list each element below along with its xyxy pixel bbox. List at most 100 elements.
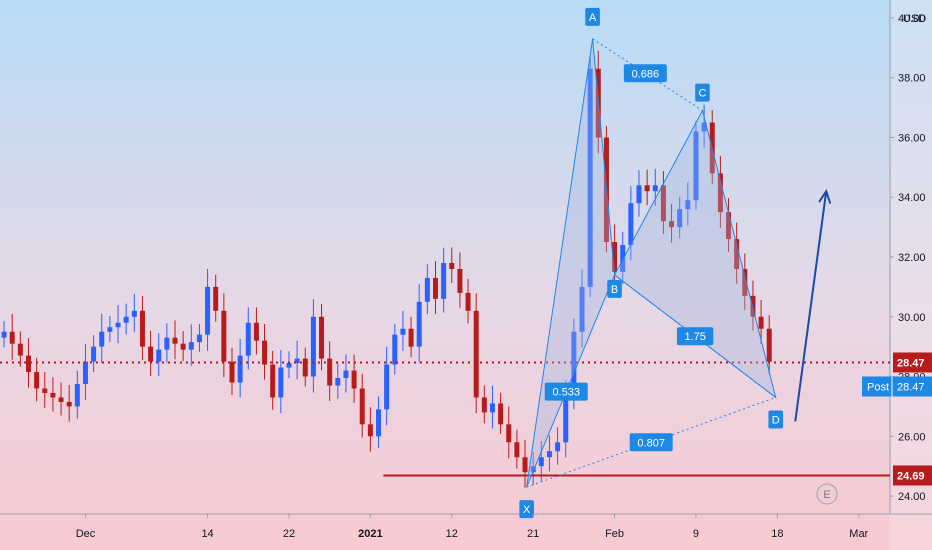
candle-body[interactable] — [17, 343, 23, 356]
candle-body[interactable] — [392, 334, 398, 365]
candle-body[interactable] — [489, 403, 495, 413]
ratio-xad-label-box[interactable] — [629, 433, 673, 452]
candle-body[interactable] — [335, 378, 341, 386]
candle-body[interactable] — [172, 337, 178, 344]
candle-body[interactable] — [441, 262, 447, 299]
candle-body[interactable] — [351, 370, 357, 389]
candle-body[interactable] — [25, 355, 31, 373]
candle-body[interactable] — [620, 245, 626, 272]
candle-body[interactable] — [50, 392, 56, 398]
candle-body[interactable] — [123, 316, 129, 323]
candle-body[interactable] — [139, 310, 145, 347]
candle-body[interactable] — [579, 286, 585, 332]
candle-body[interactable] — [302, 358, 308, 377]
pattern-point-a-label-box[interactable] — [585, 7, 600, 26]
candle-body[interactable] — [473, 310, 479, 398]
candle-body[interactable] — [555, 442, 561, 452]
candle-body[interactable] — [245, 322, 251, 356]
candle-body[interactable] — [758, 316, 764, 329]
candle-body[interactable] — [221, 310, 227, 362]
candle-body[interactable] — [205, 286, 211, 335]
candle-body[interactable] — [457, 268, 463, 293]
candle-body[interactable] — [237, 355, 243, 383]
candle-body[interactable] — [196, 334, 202, 343]
candle-body[interactable] — [498, 403, 504, 425]
candle-body[interactable] — [766, 328, 772, 362]
pattern-point-d-label-box[interactable] — [768, 410, 784, 429]
candle-body[interactable] — [571, 331, 577, 398]
candle-body[interactable] — [538, 457, 544, 467]
candle-body[interactable] — [107, 327, 113, 332]
candle-body[interactable] — [91, 346, 97, 362]
candle-body[interactable] — [432, 277, 438, 299]
candle-body[interactable] — [294, 358, 300, 364]
candle-body[interactable] — [424, 277, 430, 302]
candle-body[interactable] — [384, 364, 390, 410]
ratio-bcd-label-box[interactable] — [676, 327, 714, 346]
ratio-abc-label-box[interactable] — [623, 64, 667, 83]
candle-body[interactable] — [400, 328, 406, 335]
candle-body[interactable] — [677, 209, 683, 228]
candle-body[interactable] — [180, 343, 186, 350]
ratio-xab-label-box[interactable] — [544, 382, 588, 401]
candle-body[interactable] — [115, 322, 121, 328]
candle-body[interactable] — [587, 68, 593, 287]
projection-arrow-line[interactable] — [794, 191, 828, 422]
candle-body[interactable] — [717, 173, 723, 213]
candle-body[interactable] — [229, 361, 235, 383]
earnings-marker[interactable] — [816, 483, 838, 505]
candle-body[interactable] — [310, 316, 316, 377]
candle-body[interactable] — [481, 397, 487, 413]
candle-body[interactable] — [734, 239, 740, 269]
pattern-point-x-label-box[interactable] — [519, 500, 534, 519]
candle-body[interactable] — [652, 185, 658, 192]
candle-body[interactable] — [408, 328, 414, 347]
candle-body[interactable] — [636, 185, 642, 204]
candle-body[interactable] — [685, 200, 691, 210]
candle-body[interactable] — [660, 185, 666, 222]
candle-body[interactable] — [530, 466, 536, 473]
candle-body[interactable] — [522, 457, 528, 473]
candle-body[interactable] — [319, 316, 325, 359]
candle-body[interactable] — [449, 262, 455, 269]
candle-body[interactable] — [278, 367, 284, 398]
candle-body[interactable] — [58, 397, 64, 402]
candle-body[interactable] — [66, 401, 72, 407]
candle-body[interactable] — [644, 185, 650, 192]
candle-body[interactable] — [465, 292, 471, 311]
candle-body[interactable] — [367, 424, 373, 437]
candle-body[interactable] — [359, 388, 365, 425]
candle-body[interactable] — [546, 451, 552, 458]
candle-body[interactable] — [74, 384, 80, 407]
candle-body[interactable] — [253, 322, 259, 341]
candle-body[interactable] — [742, 268, 748, 296]
candle-body[interactable] — [99, 331, 105, 347]
candle-body[interactable] — [693, 131, 699, 201]
candle-body[interactable] — [726, 212, 732, 240]
candle-body[interactable] — [42, 388, 48, 393]
candle-body[interactable] — [416, 301, 422, 347]
candle-body[interactable] — [327, 358, 333, 386]
pattern-point-b-label-box[interactable] — [607, 279, 622, 298]
candle-body[interactable] — [506, 424, 512, 443]
candle-body[interactable] — [612, 242, 618, 272]
candle-body[interactable] — [628, 203, 634, 246]
candle-body[interactable] — [188, 342, 194, 350]
candle-body[interactable] — [156, 349, 162, 362]
candle-body[interactable] — [1, 331, 7, 338]
candle-body[interactable] — [131, 310, 137, 317]
candle-body[interactable] — [262, 340, 268, 365]
candle-body[interactable] — [343, 370, 349, 379]
pattern-point-c-label-box[interactable] — [695, 83, 710, 102]
candle-body[interactable] — [376, 409, 382, 437]
candle-body[interactable] — [34, 372, 40, 389]
candle-body[interactable] — [9, 331, 15, 344]
candle-body[interactable] — [701, 122, 707, 132]
candle-body[interactable] — [514, 442, 520, 458]
candle-body[interactable] — [270, 364, 276, 398]
candle-body[interactable] — [164, 337, 170, 350]
candle-body[interactable] — [286, 363, 292, 368]
candle-body[interactable] — [148, 346, 154, 362]
candle-body[interactable] — [82, 361, 88, 385]
